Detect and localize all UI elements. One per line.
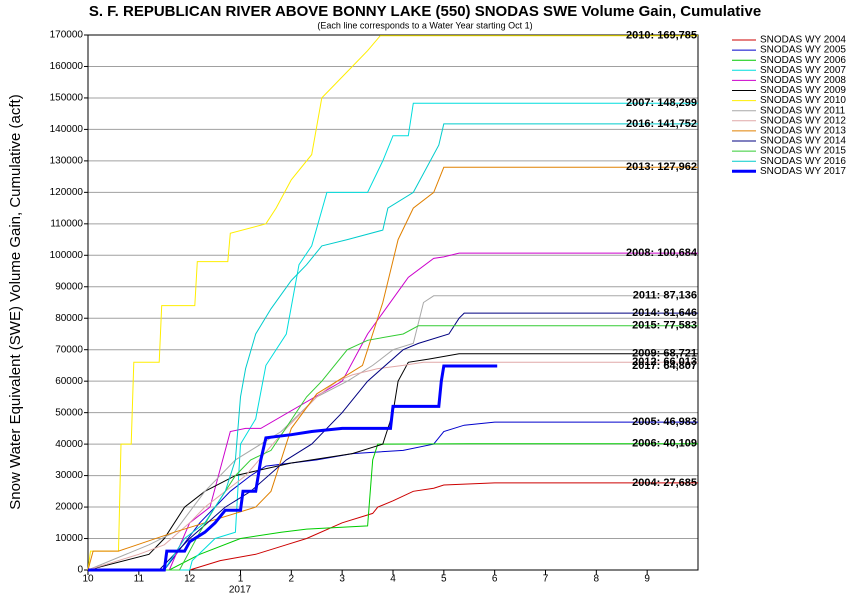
legend-label: SNODAS WY 2010 bbox=[760, 95, 846, 106]
end-label: 2016: 141,752 bbox=[626, 118, 697, 130]
y-tick-label: 150000 bbox=[50, 93, 84, 104]
series-line bbox=[87, 295, 698, 571]
legend-label: SNODAS WY 2004 bbox=[760, 35, 846, 46]
end-label: 2012: 66,013 bbox=[632, 356, 697, 368]
x-tick-label: 2 bbox=[289, 574, 295, 585]
series-line bbox=[87, 35, 698, 571]
legend-label: SNODAS WY 2011 bbox=[760, 105, 846, 116]
y-tick-label: 60000 bbox=[55, 376, 83, 387]
legend-label: SNODAS WY 2013 bbox=[760, 126, 846, 137]
y-tick-label: 80000 bbox=[55, 313, 83, 324]
y-tick-label: 70000 bbox=[55, 344, 83, 355]
series-line bbox=[88, 482, 698, 571]
series-line bbox=[88, 325, 698, 571]
legend-label: SNODAS WY 2007 bbox=[760, 65, 846, 76]
legend-label: SNODAS WY 2009 bbox=[760, 85, 846, 96]
x-tick-label: 3 bbox=[339, 574, 345, 585]
y-tick-label: 20000 bbox=[55, 502, 83, 513]
legend-label: SNODAS WY 2014 bbox=[760, 136, 846, 147]
y-tick-label: 90000 bbox=[55, 281, 83, 292]
series-line bbox=[88, 123, 698, 571]
series-line bbox=[88, 102, 698, 571]
x-tick-label: 6 bbox=[492, 574, 498, 585]
x-tick-label: 5 bbox=[441, 574, 447, 585]
chart-title: S. F. REPUBLICAN RIVER ABOVE BONNY LAKE … bbox=[89, 3, 761, 20]
y-tick-label: 120000 bbox=[50, 187, 84, 198]
end-label: 2008: 100,684 bbox=[626, 247, 698, 259]
x-tick-label: 4 bbox=[390, 574, 396, 585]
x-tick-label: 8 bbox=[594, 574, 600, 585]
y-tick-label: 160000 bbox=[50, 61, 84, 72]
y-tick-label: 140000 bbox=[50, 124, 84, 135]
y-tick-label: 100000 bbox=[50, 250, 84, 261]
end-label: 2014: 81,646 bbox=[632, 307, 697, 319]
legend-label: SNODAS WY 2012 bbox=[760, 115, 846, 126]
plot-frame bbox=[87, 34, 699, 571]
y-tick-label: 130000 bbox=[50, 156, 84, 167]
end-label: 2009: 68,721 bbox=[632, 348, 697, 360]
x-tick-label: 10 bbox=[82, 574, 94, 585]
end-label: 2007: 148,299 bbox=[626, 97, 697, 109]
legend-label: SNODAS WY 2016 bbox=[760, 156, 846, 167]
end-label: 2004: 27,685 bbox=[632, 477, 697, 489]
series-line bbox=[88, 312, 698, 571]
series-line bbox=[87, 166, 698, 571]
end-label: 2017: 64,807 bbox=[632, 360, 697, 372]
end-label: 2010: 169,785 bbox=[626, 30, 697, 42]
end-label: 2006: 40,109 bbox=[632, 438, 697, 450]
end-label: 2011: 87,136 bbox=[633, 290, 697, 302]
y-axis-label: Snow Water Equivalent (SWE) Volume Gain,… bbox=[7, 94, 24, 509]
y-tick-label: 50000 bbox=[55, 407, 83, 418]
series-line bbox=[88, 443, 698, 571]
x-tick-label: 9 bbox=[644, 574, 650, 585]
end-label: 2015: 77,583 bbox=[632, 320, 697, 332]
legend-label: SNODAS WY 2006 bbox=[760, 55, 846, 66]
end-label: 2005: 46,983 bbox=[632, 416, 697, 428]
y-tick-label: 170000 bbox=[50, 30, 84, 41]
x-tick-label: 11 bbox=[134, 574, 145, 585]
end-label: 2013: 127,962 bbox=[626, 161, 697, 173]
y-tick-label: 110000 bbox=[50, 218, 83, 229]
x-tick-label: 1 bbox=[238, 574, 244, 585]
x-annotation: 2017 bbox=[229, 585, 252, 596]
x-tick-label: 7 bbox=[543, 574, 549, 585]
legend-label: SNODAS WY 2015 bbox=[760, 146, 846, 157]
y-tick-label: 30000 bbox=[55, 470, 83, 481]
x-tick-label: 12 bbox=[184, 574, 196, 585]
y-tick-label: 0 bbox=[77, 565, 83, 576]
y-tick-label: 10000 bbox=[55, 533, 83, 544]
legend-label: SNODAS WY 2008 bbox=[760, 75, 846, 86]
legend-label: SNODAS WY 2005 bbox=[760, 45, 846, 56]
series-line bbox=[88, 364, 498, 572]
legend-label: SNODAS WY 2017 bbox=[760, 166, 846, 177]
series-line bbox=[87, 353, 698, 571]
series-line bbox=[87, 361, 698, 571]
chart-subtitle: (Each line corresponds to a Water Year s… bbox=[317, 20, 532, 30]
y-tick-label: 40000 bbox=[55, 439, 83, 450]
